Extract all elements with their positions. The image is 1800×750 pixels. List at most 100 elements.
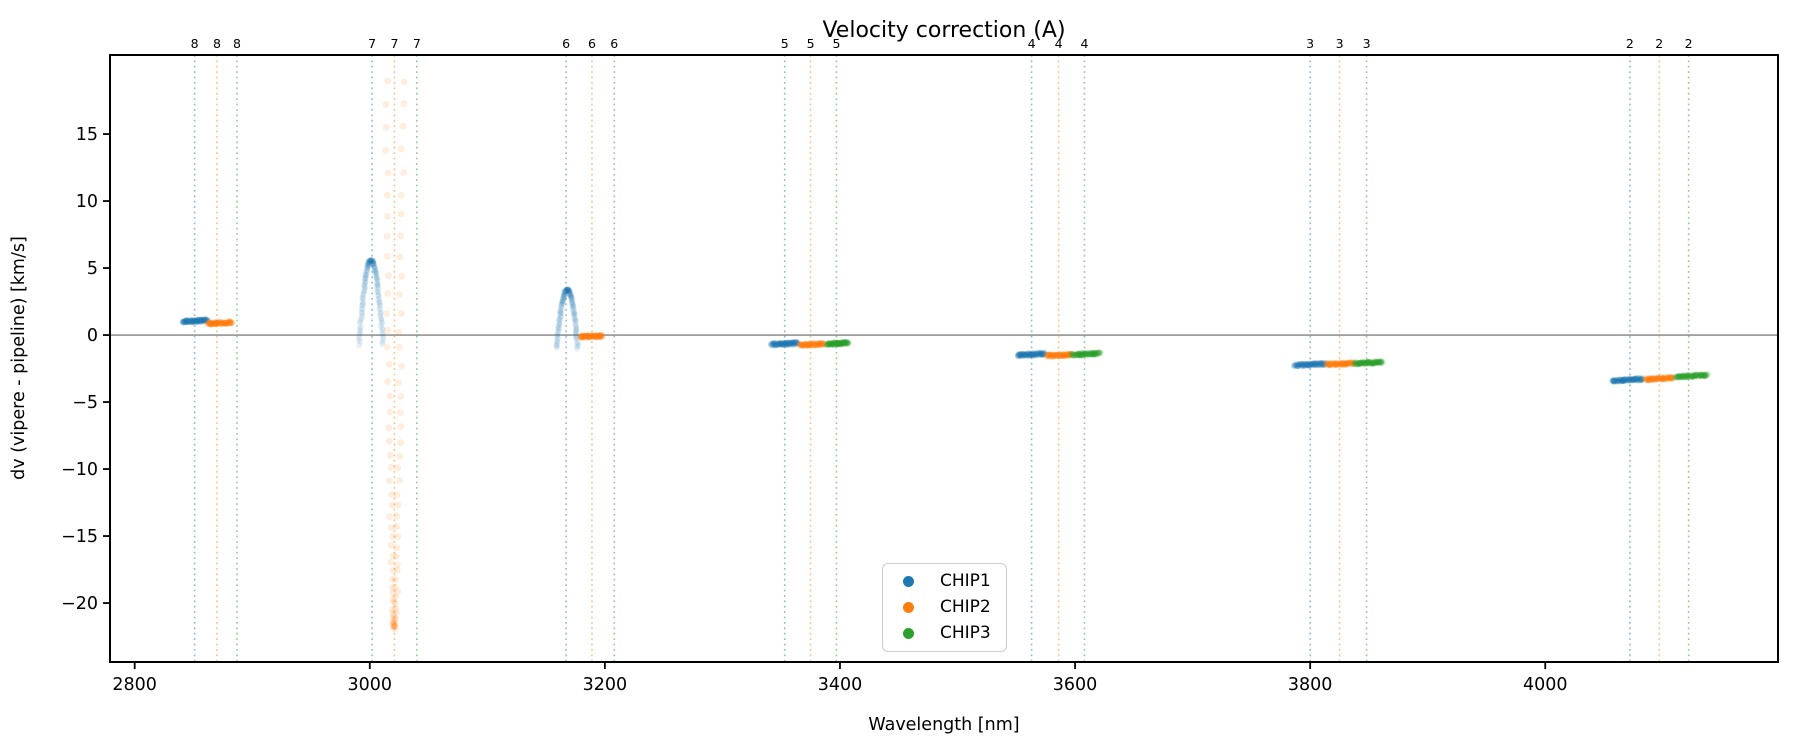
datapoint-chip1-order2 [1638, 376, 1645, 383]
datapoint-chip1-order2 [1621, 377, 1628, 384]
datapoint-chip1-order2 [1639, 375, 1646, 382]
datapoint-chip3-order4 [1083, 350, 1090, 357]
order-label-6-chip2: 6 [588, 36, 596, 51]
datapoint-chip2-order7 [391, 619, 399, 627]
datapoint-chip1-order8 [197, 318, 205, 325]
datapoint-chip1-order7 [378, 316, 385, 323]
datapoint-chip2-order2 [1653, 375, 1660, 382]
datapoint-chip2-order6 [593, 333, 600, 340]
order-label-7-chip1: 7 [368, 36, 376, 51]
datapoint-chip1-order4 [1033, 350, 1040, 357]
datapoint-chip1-order3 [1311, 360, 1318, 367]
datapoint-chip1-order7 [361, 284, 368, 291]
datapoint-chip1-order6 [562, 286, 569, 293]
datapoint-chip1-order2 [1614, 378, 1621, 385]
datapoint-chip1-order4 [1015, 351, 1022, 358]
datapoint-chip1-order3 [1306, 361, 1313, 368]
datapoint-chip2-order5 [808, 341, 815, 348]
datapoint-chip1-order8 [185, 318, 192, 325]
datapoint-chip1-order5 [788, 339, 795, 346]
datapoint-chip3-order3 [1354, 360, 1361, 368]
datapoint-chip3-order2 [1681, 372, 1688, 379]
datapoint-chip1-order7 [358, 306, 365, 313]
datapoint-chip1-order8 [188, 317, 195, 324]
datapoint-chip2-order8 [217, 319, 224, 326]
datapoint-chip3-order3 [1368, 358, 1375, 366]
datapoint-chip1-order2 [1638, 376, 1646, 383]
datapoint-chip3-order5 [833, 341, 840, 348]
datapoint-chip1-order8 [184, 318, 191, 325]
datapoint-chip2-order5 [798, 341, 805, 348]
legend-label-chip1: CHIP1 [940, 571, 991, 592]
datapoint-chip1-order6 [553, 338, 560, 344]
datapoint-chip1-order4 [1021, 352, 1028, 359]
datapoint-chip2-order5 [815, 340, 822, 347]
datapoint-chip1-order7 [361, 278, 368, 285]
datapoint-chip3-order2 [1700, 372, 1707, 379]
datapoint-chip1-order7 [364, 263, 371, 270]
datapoint-chip1-order2 [1620, 377, 1627, 384]
datapoint-chip3-order4 [1093, 351, 1100, 358]
y-tick-label: 5 [87, 259, 98, 279]
datapoint-chip1-order8 [183, 317, 190, 324]
datapoint-chip2-order4 [1045, 351, 1052, 358]
datapoint-chip2-order6 [595, 333, 602, 340]
datapoint-chip2-order8 [224, 320, 231, 327]
datapoint-chip3-order3 [1361, 359, 1368, 366]
datapoint-chip1-order3 [1313, 360, 1321, 367]
datapoint-chip2-order4 [1052, 351, 1059, 358]
datapoint-chip2-order2 [1669, 374, 1676, 381]
datapoint-chip2-order7 [393, 566, 401, 574]
datapoint-chip2-order8 [224, 318, 231, 326]
datapoint-chip1-order7 [380, 336, 387, 343]
datapoint-chip2-order4 [1065, 351, 1072, 358]
datapoint-chip2-order6 [577, 332, 585, 340]
datapoint-chip2-order4 [1064, 351, 1071, 358]
datapoint-chip1-order2 [1630, 376, 1637, 383]
datapoint-chip1-order7 [371, 266, 378, 273]
datapoint-chip1-order3 [1319, 361, 1326, 368]
datapoint-chip1-order3 [1295, 363, 1302, 370]
datapoint-chip1-order4 [1036, 350, 1044, 357]
datapoint-chip1-order8 [204, 317, 211, 325]
datapoint-chip1-order8 [190, 317, 197, 324]
datapoint-chip1-order8 [187, 318, 194, 325]
datapoint-chip1-order6 [566, 288, 573, 295]
datapoint-chip1-order4 [1038, 349, 1045, 356]
datapoint-chip1-order6 [560, 293, 567, 300]
datapoint-chip1-order4 [1026, 352, 1033, 359]
datapoint-chip1-order8 [190, 317, 198, 324]
datapoint-chip2-order8 [222, 320, 229, 327]
datapoint-chip3-order4 [1081, 351, 1088, 358]
datapoint-chip2-order7 [396, 453, 404, 460]
datapoint-chip1-order6 [566, 288, 573, 295]
datapoint-chip1-order2 [1622, 375, 1629, 382]
datapoint-chip3-order5 [843, 340, 851, 347]
datapoint-chip2-order8 [211, 320, 218, 327]
datapoint-chip3-order5 [842, 339, 849, 346]
datapoint-chip2-order6 [594, 333, 601, 340]
datapoint-chip3-order5 [839, 339, 846, 346]
datapoint-chip2-order5 [806, 341, 814, 348]
datapoint-chip3-order4 [1084, 350, 1091, 357]
datapoint-chip2-order6 [588, 332, 595, 339]
datapoint-chip2-order2 [1664, 375, 1671, 382]
datapoint-chip1-order5 [772, 342, 779, 349]
datapoint-chip2-order5 [808, 340, 815, 347]
datapoint-chip1-order2 [1621, 376, 1628, 383]
datapoint-chip3-order4 [1090, 350, 1097, 357]
datapoint-chip2-order3 [1345, 360, 1352, 367]
datapoint-chip1-order2 [1613, 376, 1620, 383]
datapoint-chip2-order5 [805, 342, 812, 349]
datapoint-chip1-order6 [564, 287, 571, 293]
datapoint-chip1-order4 [1038, 351, 1045, 358]
datapoint-chip3-order2 [1684, 374, 1691, 381]
datapoint-chip3-order2 [1693, 371, 1700, 378]
datapoint-chip3-order4 [1076, 352, 1083, 359]
datapoint-chip3-order4 [1083, 351, 1090, 358]
order-label-5-chip1: 5 [781, 36, 789, 51]
datapoint-chip2-order3 [1337, 360, 1345, 367]
datapoint-chip2-order7 [389, 589, 396, 597]
datapoint-chip1-order3 [1314, 362, 1321, 369]
datapoint-chip2-order5 [798, 342, 806, 349]
